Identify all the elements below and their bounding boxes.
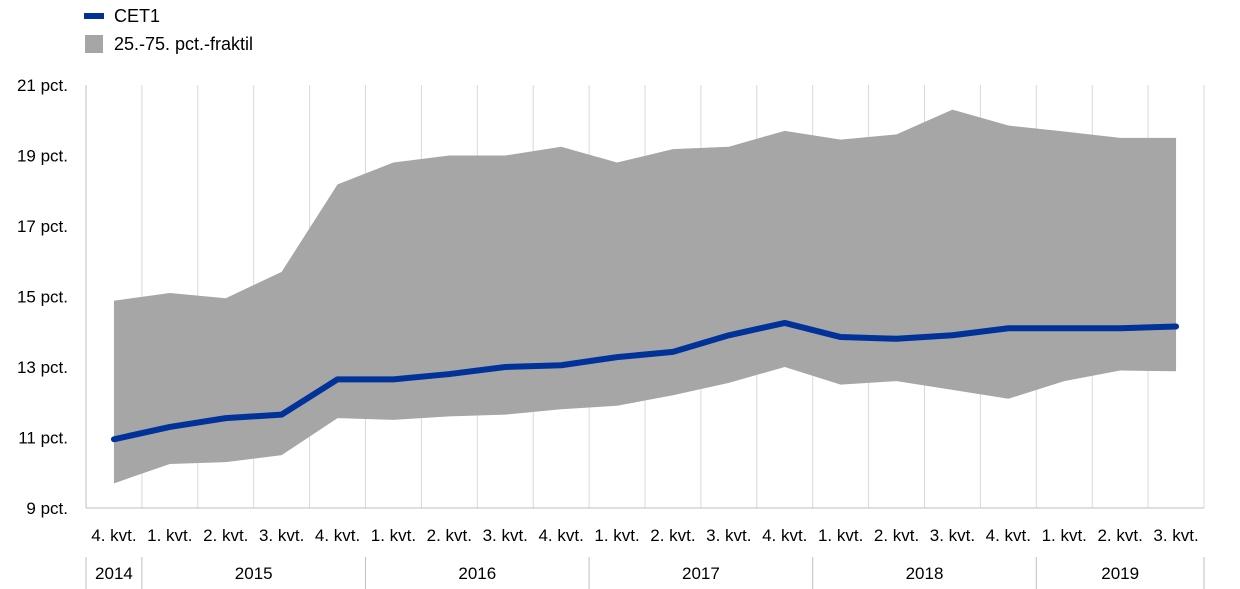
x-tick-label-0: 4. kvt. [91, 526, 136, 545]
year-label-2019: 2019 [1101, 564, 1139, 583]
legend-label-cet1: CET1 [114, 5, 161, 26]
y-tick-labels: 9 pct. 11 pct. 13 pct. 15 pct. 17 pct. 19 pct… [17, 76, 68, 518]
y-tick-label-2: 13 pct. [17, 358, 68, 377]
legend-label-band: 25.-75. pct.-fraktil [114, 33, 254, 54]
x-tick-label-19: 3. kvt. [1153, 526, 1198, 545]
iqr-band-layer [113, 109, 1177, 484]
cet1-point-14 [896, 338, 898, 340]
x-tick-label-12: 4. kvt. [762, 526, 807, 545]
x-tick-label-6: 2. kvt. [427, 526, 472, 545]
y-tick-label-4: 17 pct. [17, 217, 68, 236]
y-tick-label-0: 9 pct. [26, 499, 68, 518]
cet1-point-2 [225, 417, 227, 419]
x-tick-label-14: 2. kvt. [874, 526, 919, 545]
legend-item-cet1: CET1 [84, 2, 253, 30]
cet1-point-5 [392, 378, 394, 380]
year-label-2017: 2017 [682, 564, 720, 583]
y-tick-label-5: 19 pct. [17, 147, 68, 166]
cet1-point-13 [840, 336, 842, 338]
cet1-point-6 [448, 373, 450, 375]
cet1-point-11 [728, 334, 730, 336]
cet1-point-0 [113, 438, 115, 440]
x-tick-label-2: 2. kvt. [203, 526, 248, 545]
x-tick-label-7: 3. kvt. [483, 526, 528, 545]
legend-swatch-band [85, 35, 103, 53]
year-label-2014: 2014 [95, 564, 133, 583]
x-tick-label-15: 3. kvt. [930, 526, 975, 545]
cet1-point-9 [616, 356, 618, 358]
x-tick-label-17: 1. kvt. [1042, 526, 1087, 545]
x-tick-label-3: 3. kvt. [259, 526, 304, 545]
cet1-point-16 [1007, 327, 1009, 329]
cet1-point-1 [169, 426, 171, 428]
cet1-point-3 [281, 414, 283, 416]
x-tick-label-4: 4. kvt. [315, 526, 360, 545]
x-tick-label-10: 2. kvt. [650, 526, 695, 545]
cet1-point-10 [672, 351, 674, 353]
x-tick-label-11: 3. kvt. [706, 526, 751, 545]
y-tick-label-3: 15 pct. [17, 288, 68, 307]
x-tick-label-5: 1. kvt. [371, 526, 416, 545]
cet1-point-7 [504, 366, 506, 368]
x-tick-label-9: 1. kvt. [594, 526, 639, 545]
cet1-point-19 [1175, 325, 1177, 327]
y-tick-label-6: 21 pct. [17, 76, 68, 95]
chart-legend: CET1 25.-75. pct.-fraktil [84, 2, 253, 58]
year-labels: 2014 2015 2016 2017 2018 2019 [95, 557, 1205, 589]
legend-swatch-cet1 [84, 13, 104, 19]
x-tick-label-18: 2. kvt. [1097, 526, 1142, 545]
cet1-point-4 [337, 378, 339, 380]
cet1-point-8 [560, 364, 562, 366]
cet1-line [110, 319, 1180, 443]
x-tick-label-16: 4. kvt. [986, 526, 1031, 545]
axes [85, 85, 1204, 589]
year-label-2015: 2015 [235, 564, 273, 583]
cet1-point-15 [951, 334, 953, 336]
cet1-line-layer [110, 319, 1180, 443]
x-tick-label-8: 4. kvt. [538, 526, 583, 545]
iqr-band [113, 109, 1177, 484]
cet1-point-12 [784, 322, 786, 324]
cet1-point-18 [1119, 327, 1121, 329]
cet1-point-17 [1063, 327, 1065, 329]
x-tick-labels: 4. kvt. 1. kvt. 2. kvt. 3. kvt. 4. kvt. 1. kv… [91, 526, 1198, 545]
y-tick-label-1: 11 pct. [18, 429, 68, 448]
x-tick-label-13: 1. kvt. [818, 526, 863, 545]
year-label-2018: 2018 [906, 564, 944, 583]
legend-item-band: 25.-75. pct.-fraktil [84, 30, 253, 58]
x-tick-label-1: 1. kvt. [147, 526, 192, 545]
year-label-2016: 2016 [458, 564, 496, 583]
